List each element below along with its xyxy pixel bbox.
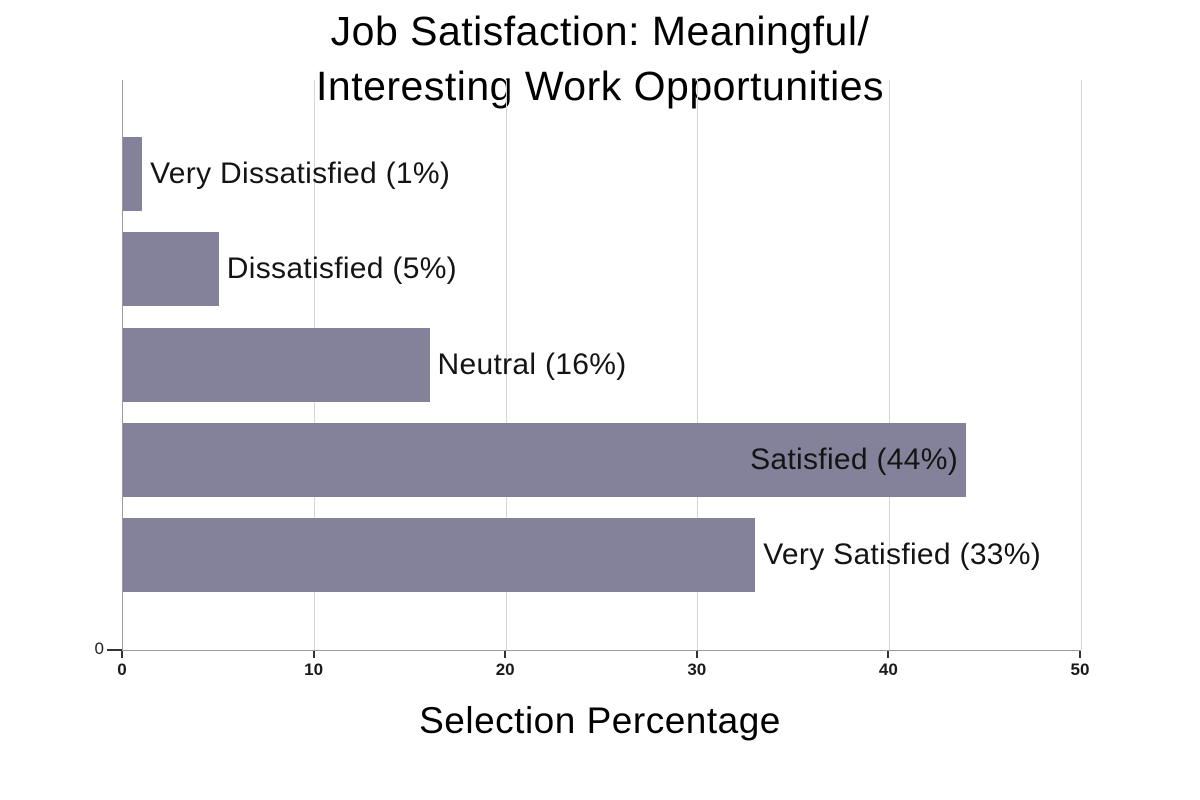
y-axis-zero-tick-mark — [107, 649, 122, 651]
x-tick-label-20: 20 — [495, 660, 515, 679]
x-axis-label: Selection Percentage — [419, 700, 781, 741]
chart-title-line1: Job Satisfaction: Meaningful/ — [330, 8, 870, 54]
x-tick-mark-10 — [312, 651, 315, 658]
x-tick-mark-20 — [504, 651, 507, 658]
bar-label: Satisfied (44%) — [750, 442, 959, 476]
bar-label: Very Satisfied (33%) — [763, 538, 1042, 572]
bar-very-dissatisfied — [123, 137, 143, 211]
gridline-x-40 — [888, 80, 890, 650]
x-axis-ticks: 0 10 20 30 40 50 — [117, 651, 1089, 691]
plot-area: Very Dissatisfied (1%) Dissatisfied (5%) N… — [122, 80, 1082, 651]
bar-label: Very Dissatisfied (1%) — [150, 157, 451, 190]
bar-satisfied — [123, 422, 967, 497]
gridline-x-30 — [697, 80, 699, 650]
x-tick-mark-30 — [695, 651, 698, 658]
bar-dissatisfied — [123, 232, 219, 307]
bar-very-satisfied — [123, 518, 756, 593]
x-tick-label-30: 30 — [687, 660, 707, 679]
x-tick-label-0: 0 — [117, 660, 127, 679]
x-tick-mark-0 — [121, 651, 123, 658]
x-tick-label-40: 40 — [878, 660, 898, 679]
y-axis-zero-tick-label: 0 — [94, 639, 104, 658]
x-tick-mark-50 — [1079, 651, 1081, 658]
bar-label: Neutral (16%) — [437, 347, 627, 381]
chart-title: Job Satisfaction: Meaningful/ Interestin… — [0, 4, 1200, 113]
bar-neutral — [123, 327, 430, 402]
gridline-x-20 — [505, 80, 507, 650]
bar-label: Dissatisfied (5%) — [226, 252, 457, 286]
x-tick-mark-40 — [887, 651, 890, 658]
chart-title-line2: Interesting Work Opportunities — [316, 62, 884, 109]
x-tick-label-10: 10 — [304, 660, 324, 679]
x-tick-label-50: 50 — [1070, 660, 1090, 679]
gridline-x-50 — [1080, 80, 1082, 650]
